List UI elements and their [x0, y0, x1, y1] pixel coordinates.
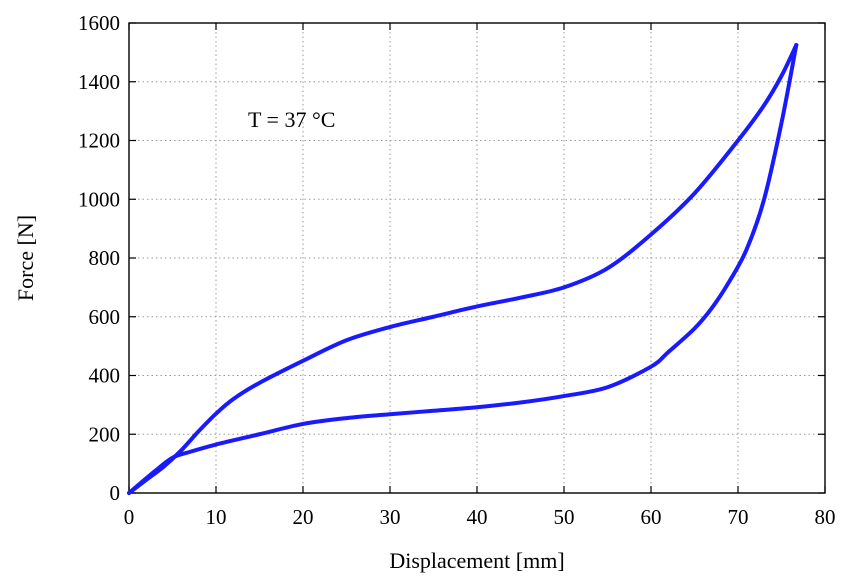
series-layer — [129, 45, 796, 493]
x-axis-label: Displacement [mm] — [389, 548, 564, 573]
x-tick-label: 10 — [206, 505, 227, 529]
y-tick-label: 600 — [89, 305, 121, 329]
grid — [129, 23, 825, 493]
y-tick-label: 400 — [89, 364, 121, 388]
x-tick-label: 40 — [467, 505, 488, 529]
y-axis-label: Force [N] — [13, 215, 38, 301]
x-tick-label: 0 — [124, 505, 135, 529]
y-tick-label: 1000 — [78, 187, 120, 211]
y-tick-label: 1200 — [78, 129, 120, 153]
temperature-annotation: T = 37 °C — [248, 107, 335, 132]
y-tick-label: 0 — [110, 481, 121, 505]
y-tick-label: 800 — [89, 246, 121, 270]
loading-curve — [129, 45, 796, 493]
x-tick-label: 80 — [815, 505, 836, 529]
y-tick-label: 1400 — [78, 70, 120, 94]
unloading-curve — [129, 45, 796, 493]
x-tick-label: 60 — [641, 505, 662, 529]
x-tick-label: 70 — [728, 505, 749, 529]
x-tick-label: 50 — [554, 505, 575, 529]
x-tick-label: 20 — [293, 505, 314, 529]
y-tick-label: 1600 — [78, 11, 120, 35]
x-tick-label: 30 — [380, 505, 401, 529]
y-tick-label: 200 — [89, 422, 121, 446]
